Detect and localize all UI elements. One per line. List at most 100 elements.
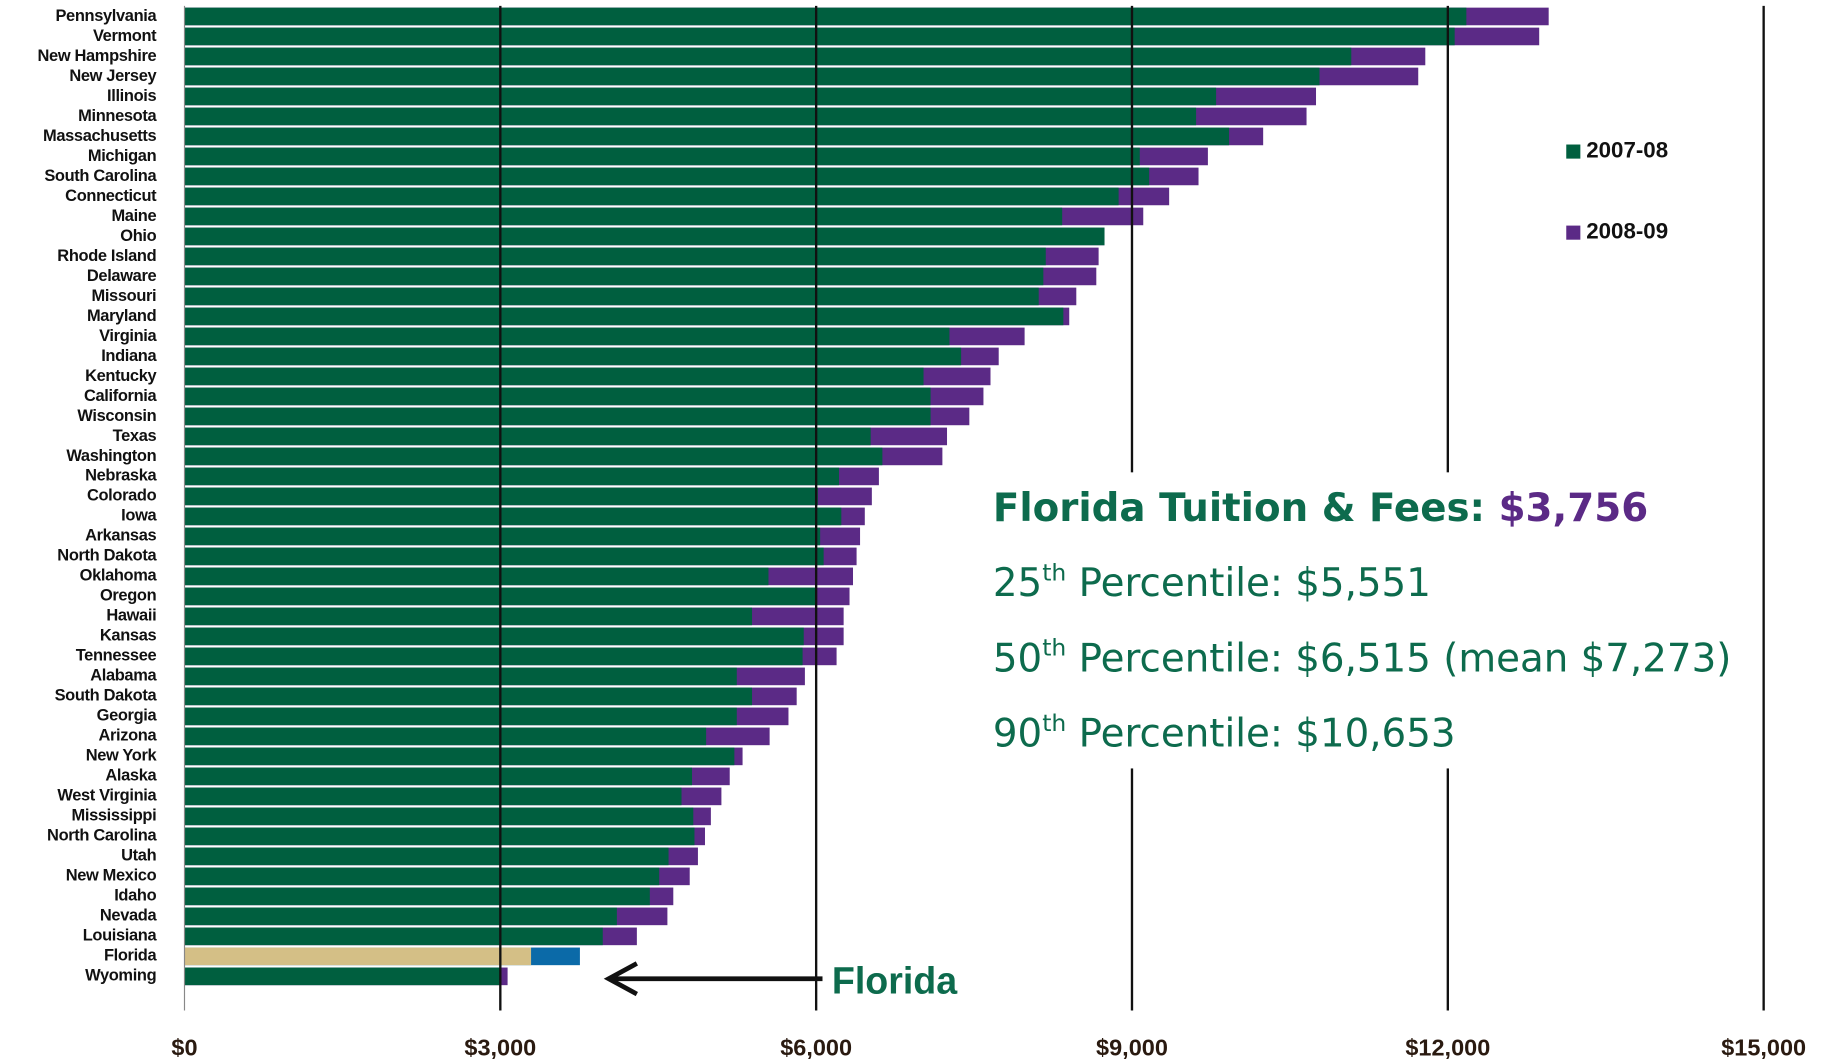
category-label: Missouri — [92, 287, 157, 305]
category-label: Michigan — [88, 147, 157, 165]
note-text: Percentile: $6,515 (mean $7,273) — [1066, 636, 1731, 681]
category-label: North Dakota — [57, 547, 157, 565]
note-number: 25 — [993, 561, 1042, 606]
category-label: Rhode Island — [57, 247, 156, 265]
bar — [184, 647, 803, 666]
bar — [184, 787, 682, 806]
category-label: Arkansas — [85, 527, 156, 545]
category-label: Kansas — [100, 627, 157, 645]
bar — [184, 7, 1467, 26]
category-label: Idaho — [114, 887, 156, 905]
bar — [184, 47, 1352, 66]
category-label: Maine — [111, 207, 156, 225]
bar — [184, 867, 660, 886]
category-label: Delaware — [87, 267, 157, 285]
category-label: Louisiana — [83, 927, 158, 945]
bar — [184, 967, 501, 986]
note-label: Florida Tuition & Fees: — [993, 485, 1499, 530]
note-sup: th — [1042, 558, 1066, 586]
bar — [184, 407, 931, 426]
category-label: New Hampshire — [38, 47, 157, 65]
category-label: Virginia — [99, 327, 157, 345]
category-label: New Jersey — [69, 67, 157, 85]
category-label: Texas — [113, 427, 157, 445]
note-text: Percentile: $5,551 — [1066, 561, 1431, 606]
bar — [184, 287, 1039, 306]
bar — [184, 87, 1217, 106]
bar — [184, 547, 824, 566]
text-box — [981, 472, 1745, 769]
bar — [184, 147, 1140, 166]
bar — [184, 687, 753, 706]
bar — [184, 347, 962, 366]
text-block: Florida Tuition & Fees: $3,756 25th Perc… — [993, 485, 1732, 756]
note-number: 90 — [993, 711, 1042, 756]
category-label: Utah — [121, 847, 156, 865]
annotation: Florida — [832, 959, 958, 1001]
category-label: Oklahoma — [80, 567, 158, 585]
category-label: California — [84, 387, 157, 405]
bar — [184, 887, 650, 906]
category-label: Hawaii — [106, 607, 156, 625]
bar — [184, 307, 1064, 326]
bar — [184, 467, 840, 486]
category-label: Connecticut — [65, 187, 157, 205]
category-label: Maryland — [87, 307, 156, 325]
bar — [184, 607, 753, 626]
bar — [184, 387, 931, 406]
bar — [184, 907, 617, 926]
category-label: West Virginia — [57, 787, 157, 805]
bar — [184, 827, 695, 846]
florida-line: Florida Tuition & Fees: $3,756 — [993, 485, 1648, 530]
x-tick-label: $0 — [171, 1034, 197, 1060]
bar — [184, 927, 603, 946]
category-label: South Dakota — [55, 687, 158, 705]
category-label: Kentucky — [85, 367, 157, 385]
category-label: Arizona — [98, 727, 157, 745]
category-label: Tennessee — [76, 647, 157, 665]
category-label: Alabama — [90, 667, 157, 685]
legend-swatch — [1566, 225, 1581, 240]
arrow-head — [603, 961, 638, 997]
bar — [184, 427, 871, 446]
bar — [184, 267, 1044, 286]
category-label: Wisconsin — [77, 407, 156, 425]
bar — [184, 227, 1105, 246]
category-label: Minnesota — [78, 107, 157, 125]
category-label: Iowa — [121, 507, 157, 525]
x-tick-label: $12,000 — [1405, 1034, 1490, 1060]
category-label: Massachusetts — [43, 127, 156, 145]
bar — [184, 807, 694, 826]
bar — [184, 567, 769, 586]
category-label: New Mexico — [66, 867, 157, 885]
p90-line: 90th Percentile: $10,653 — [993, 708, 1456, 756]
legend-label: 2007-08 — [1586, 137, 1668, 162]
bar — [184, 327, 950, 346]
x-tick-label: $15,000 — [1721, 1034, 1806, 1060]
category-label: Oregon — [100, 587, 157, 605]
bar — [184, 127, 1230, 146]
category-label: Pennsylvania — [55, 7, 157, 25]
labels: Pennsylvania Vermont New Hampshire New Jers… — [38, 7, 1807, 1061]
note-sup: th — [1042, 708, 1066, 736]
x-tick-label: $9,000 — [1096, 1034, 1168, 1060]
category-label: Vermont — [93, 27, 157, 45]
bar — [184, 527, 821, 546]
category-label: Washington — [66, 447, 156, 465]
category-label: Georgia — [97, 707, 158, 725]
p50-line: 50th Percentile: $6,515 (mean $7,273) — [993, 633, 1732, 681]
category-label: Indiana — [101, 347, 157, 365]
bar — [184, 947, 532, 966]
bar — [184, 367, 924, 386]
bar — [184, 767, 693, 786]
note-text: Percentile: $10,653 — [1066, 711, 1455, 756]
bar — [184, 67, 1320, 86]
bar — [184, 707, 737, 726]
bar — [184, 507, 842, 526]
category-label: Illinois — [107, 87, 156, 105]
category-label: Florida — [104, 947, 158, 965]
bar — [184, 667, 737, 686]
category-label: Alaska — [105, 767, 157, 785]
